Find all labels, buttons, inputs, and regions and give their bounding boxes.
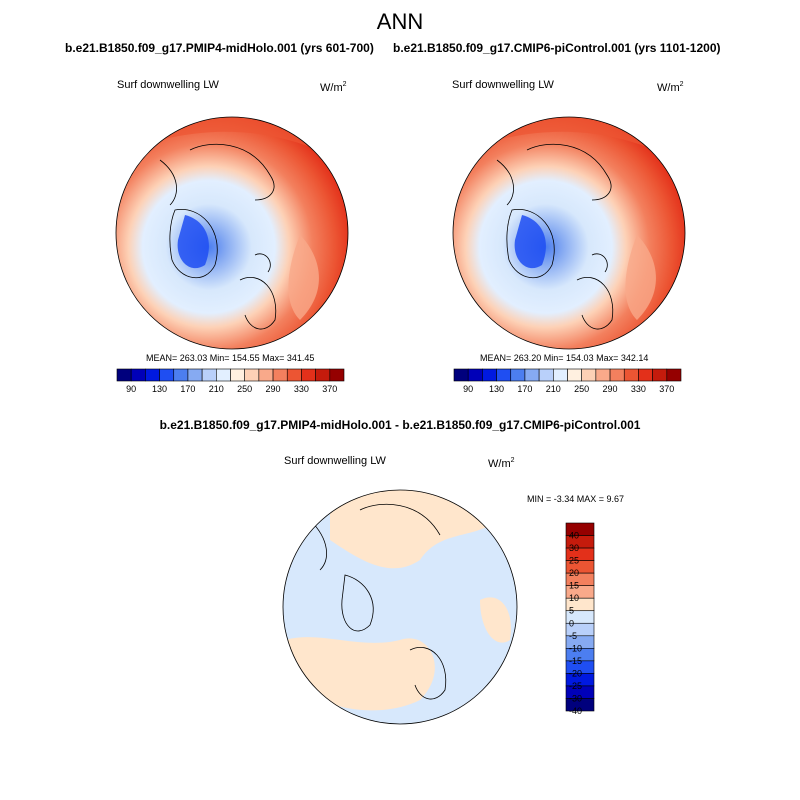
panel3-colorbar-tick-label: 25: [569, 556, 579, 566]
panel1-colorbar-tick-label: 290: [266, 384, 281, 394]
panel1-map: [115, 116, 349, 350]
panel1-colorbar-swatch: [116, 368, 132, 382]
panel3-colorbar-tick-label: -10: [569, 643, 582, 653]
panel2-colorbar-tick-label: 330: [631, 384, 646, 394]
panel1-stats: MEAN= 263.03 Min= 154.55 Max= 341.45: [146, 353, 315, 363]
panel3-colorbar: 40 30 25 20 15 10 5 0 -5 -10 -15 -20 -25 -30 -40: [565, 522, 595, 716]
panel1-colorbar-swatch: [258, 368, 274, 382]
panel3-colorbar-tick-label: -25: [569, 681, 582, 691]
panel2-map: [452, 116, 686, 350]
panel2-colorbar-swatch: [453, 368, 469, 382]
panel1-colorbar-tick-label: 250: [237, 384, 252, 394]
panel1-colorbar-swatch: [145, 368, 160, 382]
panel2-colorbar-tick-label: 90: [463, 384, 473, 394]
panel1-colorbar-tick-label: 130: [152, 384, 167, 394]
panel3-colorbar-tick-label: 20: [569, 568, 579, 578]
panel2-colorbar-swatch: [482, 368, 497, 382]
panel1-colorbar-swatch: [201, 368, 217, 382]
panel1-colorbar: 90 130 170 210 250 290 330 370: [116, 368, 345, 394]
panel2-colorbar-swatch: [666, 368, 682, 382]
panel1-colorbar-swatch: [272, 368, 288, 382]
panel3-stats: MIN = -3.34 MAX = 9.67: [527, 494, 625, 504]
panel1-colorbar-tick-label: 370: [322, 384, 337, 394]
panel1-colorbar-swatch: [301, 368, 316, 382]
panel1-colorbar-tick-label: 210: [209, 384, 224, 394]
panel2-colorbar-swatch: [538, 368, 554, 382]
panel2-colorbar-tick-label: 290: [603, 384, 618, 394]
panel2-colorbar-tick-label: 170: [517, 384, 532, 394]
panel3-variable-label: Surf downwelling LW: [284, 455, 386, 467]
panel2-colorbar-swatch: [510, 368, 526, 382]
panel1-colorbar-swatch: [329, 368, 345, 382]
panel2-colorbar-tick-label: 250: [574, 384, 589, 394]
panel3-colorbar-tick-label: 30: [569, 543, 579, 553]
panel1-colorbar-swatch: [130, 368, 146, 382]
panel3-case-title: b.e21.B1850.f09_g17.PMIP4-midHolo.001 - …: [159, 418, 641, 432]
panel1-colorbar-tick-label: 330: [294, 384, 309, 394]
panel3-units: W/m2: [488, 457, 515, 470]
panel3-colorbar-tick-label: -20: [569, 668, 582, 678]
panel2-colorbar-swatch: [652, 368, 668, 382]
panel1-units: W/m2: [320, 81, 347, 94]
panel1-colorbar-swatch: [230, 368, 245, 382]
panel1-colorbar-swatch: [216, 368, 231, 382]
figure-title: ANN: [376, 9, 424, 34]
panel3-colorbar-swatch: [565, 698, 595, 712]
panel2-colorbar-swatch: [581, 368, 597, 382]
panel2-colorbar-swatch: [553, 368, 568, 382]
panel1-colorbar-swatch: [244, 368, 260, 382]
panel2-colorbar-swatch: [567, 368, 582, 382]
panel2-colorbar-swatch: [623, 368, 639, 382]
panel2-colorbar-swatch: [609, 368, 625, 382]
panel2-stats: MEAN= 263.20 Min= 154.03 Max= 342.14: [480, 353, 649, 363]
panel2-colorbar-swatch: [524, 368, 540, 382]
panel3-colorbar-tick-label: -5: [569, 631, 577, 641]
panel3-colorbar-tick-label: -40: [569, 706, 582, 716]
panel3-colorbar-tick-label: -30: [569, 693, 582, 703]
panel2-variable-label: Surf downwelling LW: [452, 79, 554, 91]
panel3-colorbar-tick-label: -15: [569, 656, 582, 666]
panel1-case-title: b.e21.B1850.f09_g17.PMIP4-midHolo.001 (y…: [65, 41, 374, 55]
panel3-map: [282, 489, 518, 725]
panel1-colorbar-swatch: [173, 368, 189, 382]
panel2-colorbar-swatch: [467, 368, 483, 382]
panel1-colorbar-tick-label: 170: [180, 384, 195, 394]
panel2-colorbar-tick-label: 370: [659, 384, 674, 394]
panel2-colorbar: 90 130 170 210 250 290 330 370: [453, 368, 682, 394]
panel3-colorbar-tick-label: 15: [569, 581, 579, 591]
panel3-colorbar-tick-label: 0: [569, 618, 574, 628]
panel1-colorbar-swatch: [187, 368, 203, 382]
panel3-colorbar-tick-label: 40: [569, 531, 579, 541]
panel2-colorbar-swatch: [638, 368, 653, 382]
panel3-colorbar-tick-label: 10: [569, 593, 579, 603]
panel3-colorbar-tick-label: 5: [569, 606, 574, 616]
panel1-variable-label: Surf downwelling LW: [117, 79, 219, 91]
panel2-case-title: b.e21.B1850.f09_g17.CMIP6-piControl.001 …: [393, 41, 721, 55]
panel1-colorbar-tick-label: 90: [126, 384, 136, 394]
panel2-colorbar-swatch: [496, 368, 512, 382]
panel1-colorbar-swatch: [315, 368, 331, 382]
panel2-colorbar-swatch: [595, 368, 611, 382]
panel2-colorbar-tick-label: 130: [489, 384, 504, 394]
panel1-colorbar-swatch: [159, 368, 175, 382]
panel2-units: W/m2: [657, 81, 684, 94]
panel1-colorbar-swatch: [286, 368, 302, 382]
panel2-colorbar-tick-label: 210: [546, 384, 561, 394]
